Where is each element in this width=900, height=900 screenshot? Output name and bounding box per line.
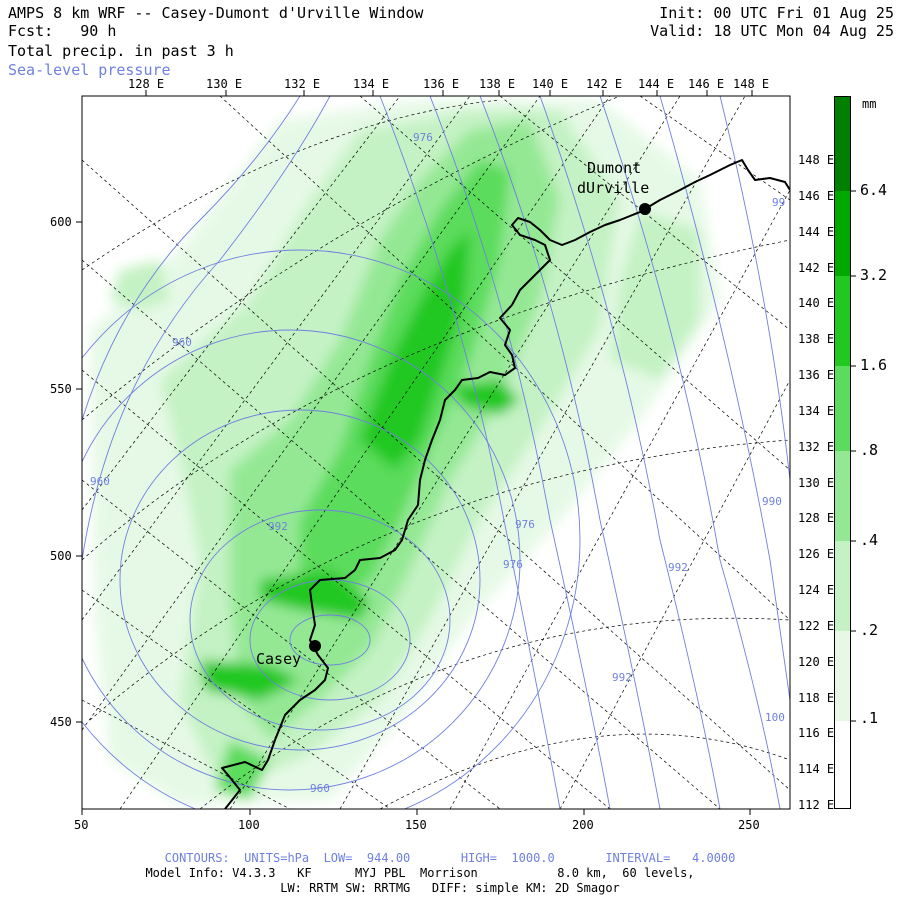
bottom-axis-label: 200 <box>572 818 594 832</box>
field-name: Total precip. in past 3 h <box>8 42 234 60</box>
colorbar-swatch <box>834 366 851 451</box>
left-axis-label: 500 <box>50 549 72 563</box>
top-lon-label: 132 E <box>284 77 321 91</box>
right-lon-label: 116 E <box>798 726 835 741</box>
colorbar-swatch <box>834 276 851 366</box>
casey-dot <box>309 640 321 652</box>
top-lon-label: 142 E <box>586 77 623 91</box>
colorbar-swatch <box>834 721 851 808</box>
station-label-casey: Casey <box>256 650 301 668</box>
right-lon-label: 136 E <box>798 368 835 382</box>
physics-info: LW: RRTM SW: RRTMG DIFF: simple KM: 2D S… <box>280 881 620 895</box>
right-lon-label: 124 E <box>798 583 835 597</box>
right-lon-label: 142 E <box>798 260 835 275</box>
station-label-durville: dUrville <box>577 179 649 197</box>
top-lon-label: 128 E <box>128 77 165 91</box>
right-lon-label: 118 E <box>798 690 835 705</box>
right-lon-label: 126 E <box>798 547 835 562</box>
isobar-label: 100 <box>765 711 785 724</box>
isobars <box>82 96 790 809</box>
station-label-dumont: Dumont <box>587 159 641 177</box>
right-lon-label: 120 E <box>798 654 835 669</box>
colorbar-level-label: 3.2 <box>860 266 888 284</box>
top-lon-label: 140 E <box>532 77 569 91</box>
right-lon-label: 138 E <box>798 332 835 347</box>
right-lon-label: 114 E <box>798 762 835 777</box>
top-lon-label: 130 E <box>206 77 243 91</box>
right-lon-label: 144 E <box>798 224 835 239</box>
colorbar-level-label: .2 <box>860 621 879 639</box>
forecast-hour: Fcst: 90 h <box>8 22 117 40</box>
isobar-label: 960 <box>172 336 192 349</box>
isobar-label: 99 <box>772 196 785 209</box>
precip-field <box>90 100 720 805</box>
isobar-label: 960 <box>310 782 330 795</box>
map-title: AMPS 8 km WRF -- Casey-Dumont d'Urville … <box>8 4 424 22</box>
colorbar <box>834 96 856 809</box>
top-lon-label: 148 E <box>733 77 770 91</box>
dumont-durville-dot <box>639 203 651 215</box>
bottom-axis-label: 150 <box>405 818 427 832</box>
right-lon-label: 112 E <box>798 798 835 812</box>
colorbar-level-label: .8 <box>860 441 879 459</box>
right-lon-label: 134 E <box>798 403 835 418</box>
isobar-label: 976 <box>413 131 433 144</box>
graticule <box>82 96 790 809</box>
isobar-label: 990 <box>762 495 782 508</box>
right-lon-label: 128 E <box>798 511 835 526</box>
right-lon-label: 148 E <box>798 153 835 167</box>
bottom-axis-label: 250 <box>738 818 760 832</box>
isobar-label: 992 <box>612 671 632 684</box>
isobar-label: 976 <box>515 518 535 531</box>
top-lon-label: 136 E <box>423 77 460 91</box>
colorbar-swatch <box>834 541 851 631</box>
right-lon-label: 146 E <box>798 188 835 203</box>
colorbar-unit: mm <box>862 97 877 111</box>
right-lon-label: 130 E <box>798 475 835 490</box>
isobar-label: 976 <box>503 558 523 571</box>
isobar-label: 992 <box>268 520 288 533</box>
right-lon-label: 132 E <box>798 439 835 454</box>
colorbar-level-label: .4 <box>860 531 879 549</box>
colorbar-swatch <box>834 451 851 541</box>
isobar-label: 992 <box>668 561 688 574</box>
top-lon-label: 138 E <box>479 77 516 91</box>
colorbar-swatch <box>834 191 851 276</box>
valid-time: Valid: 18 UTC Mon 04 Aug 25 <box>650 22 894 40</box>
top-lon-label: 146 E <box>688 77 725 91</box>
top-lon-label: 144 E <box>638 77 675 91</box>
model-info: Model Info: V4.3.3 KF MYJ PBL Morrison 8… <box>145 866 695 880</box>
left-axis-label: 600 <box>50 215 72 229</box>
colorbar-level-label: 6.4 <box>860 181 888 199</box>
contour-info: CONTOURS: UNITS=hPa LOW= 944.00 HIGH= 10… <box>164 851 736 865</box>
bottom-axis-label: 100 <box>238 818 260 832</box>
top-lon-label: 134 E <box>353 77 390 91</box>
left-axis-label: 550 <box>50 382 72 396</box>
right-lon-label: 140 E <box>798 296 835 311</box>
right-lon-label: 122 E <box>798 618 835 633</box>
init-time: Init: 00 UTC Fri 01 Aug 25 <box>659 4 894 22</box>
colorbar-swatch <box>834 96 851 191</box>
colorbar-level-label: 1.6 <box>860 356 888 374</box>
contour-field-name: Sea-level pressure <box>8 61 171 79</box>
isobar-label: 960 <box>90 475 110 488</box>
left-axis-label: 450 <box>50 715 72 729</box>
colorbar-swatch <box>834 631 851 721</box>
coastline <box>221 159 790 809</box>
colorbar-level-label: .1 <box>860 709 879 727</box>
bottom-axis-label: 50 <box>74 818 89 832</box>
